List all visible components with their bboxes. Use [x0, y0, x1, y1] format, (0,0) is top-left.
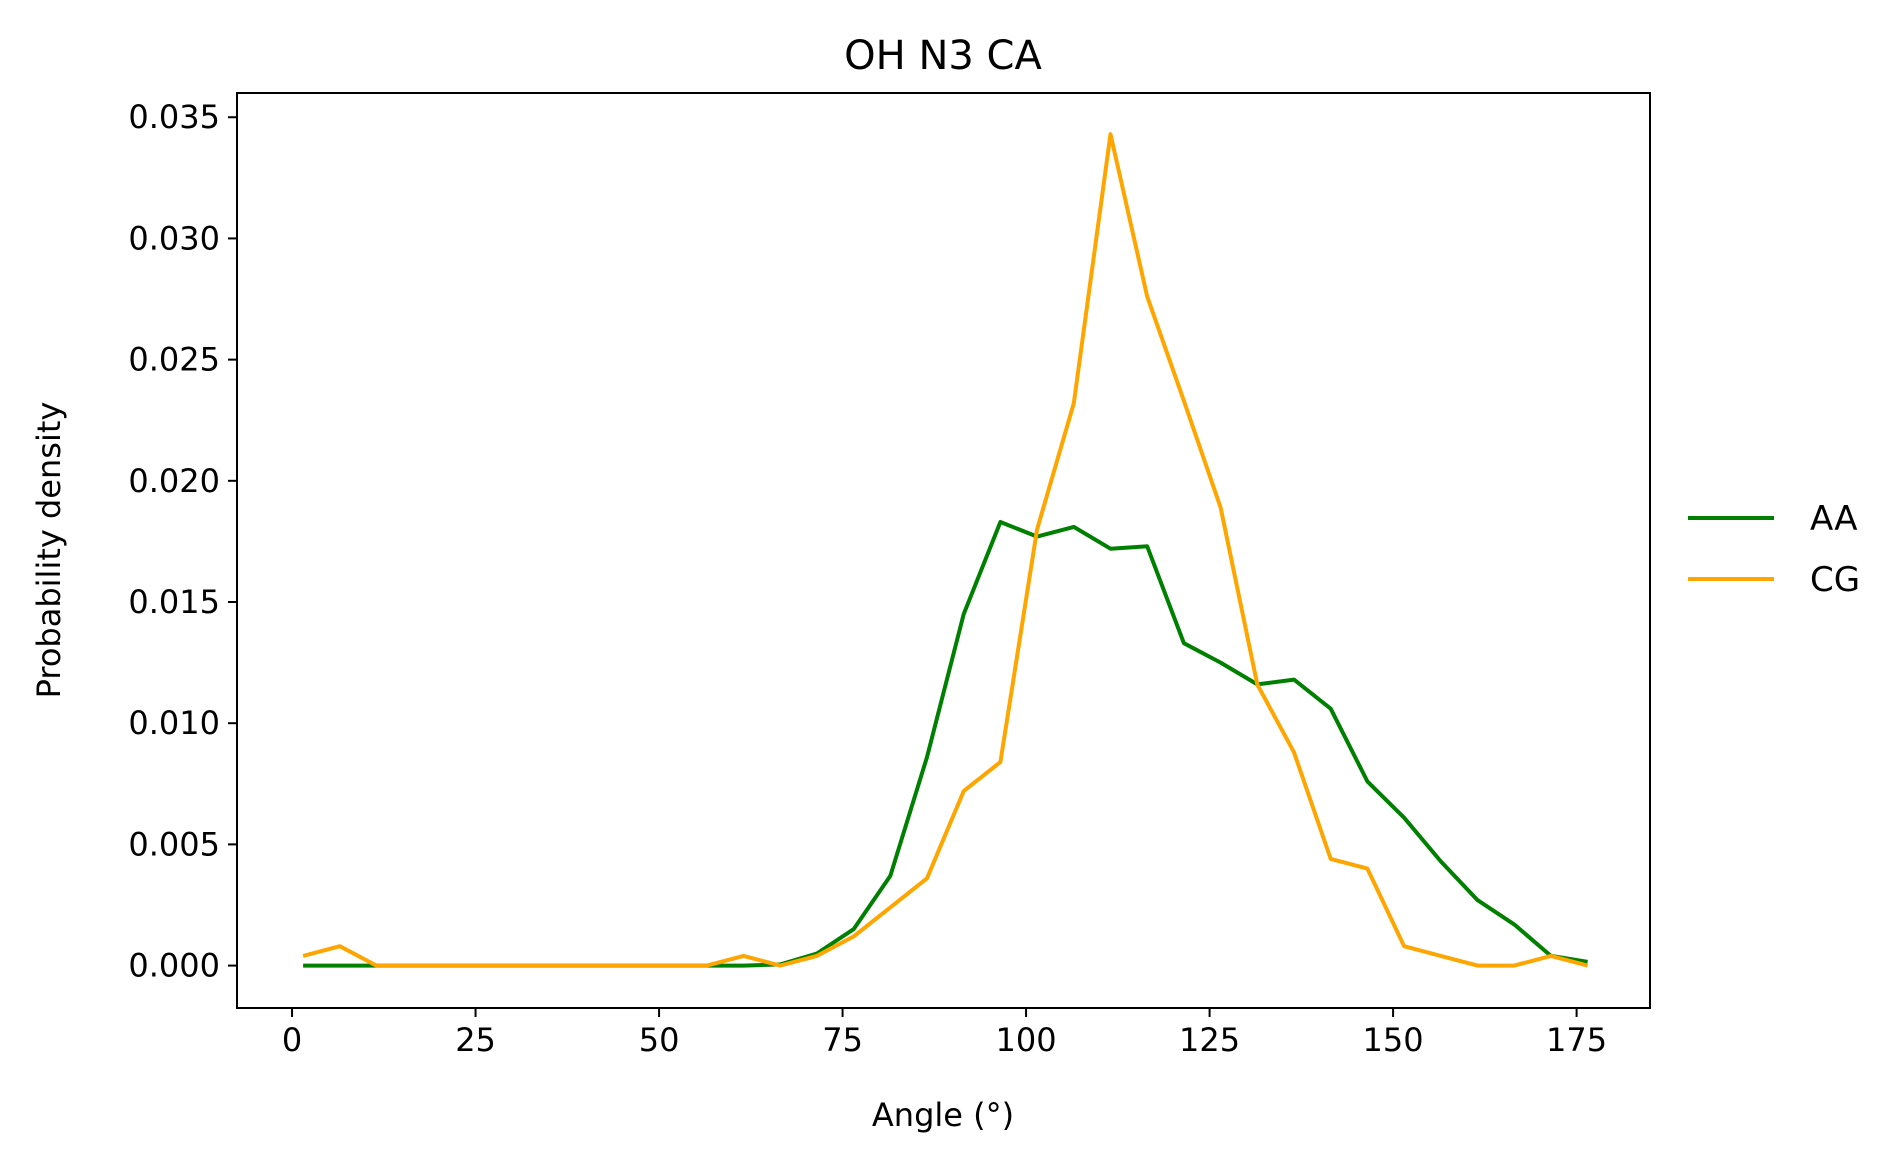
legend: AA CG	[1688, 499, 1860, 600]
x-tick-label: 0	[282, 1021, 302, 1059]
y-tick-label: 0.035	[128, 98, 220, 136]
x-tick-label: 25	[455, 1021, 496, 1059]
legend-label-cg: CG	[1810, 560, 1860, 600]
x-tick-label: 50	[639, 1021, 680, 1059]
plot-frame	[236, 92, 1651, 1009]
y-axis: 0.000 0.005 0.010 0.015 0.020 0.025 0.030 0.035	[128, 98, 237, 985]
y-axis-label: Probability density	[30, 402, 68, 699]
y-tick-label: 0.025	[128, 341, 220, 379]
plot-lines	[302, 132, 1589, 968]
series-line-aa	[303, 520, 1588, 968]
series-line-cg	[302, 132, 1589, 968]
y-tick-label: 0.020	[128, 462, 220, 500]
y-tick-label: 0.030	[128, 219, 220, 257]
x-tick-label: 100	[996, 1021, 1057, 1059]
y-tick-label: 0.000	[128, 947, 220, 985]
x-axis-label: Angle (°)	[872, 1096, 1014, 1134]
y-tick-label: 0.015	[128, 583, 220, 621]
x-tick-label: 125	[1179, 1021, 1240, 1059]
y-tick-label: 0.005	[128, 825, 220, 863]
x-tick-label: 175	[1546, 1021, 1607, 1059]
x-tick-label: 75	[822, 1021, 863, 1059]
y-tick-label: 0.010	[128, 704, 220, 742]
x-tick-label: 150	[1363, 1021, 1424, 1059]
x-axis: 0 25 50 75 100 125 150 175	[282, 1008, 1607, 1059]
chart-title: OH N3 CA	[844, 33, 1042, 79]
legend-label-aa: AA	[1810, 499, 1857, 539]
